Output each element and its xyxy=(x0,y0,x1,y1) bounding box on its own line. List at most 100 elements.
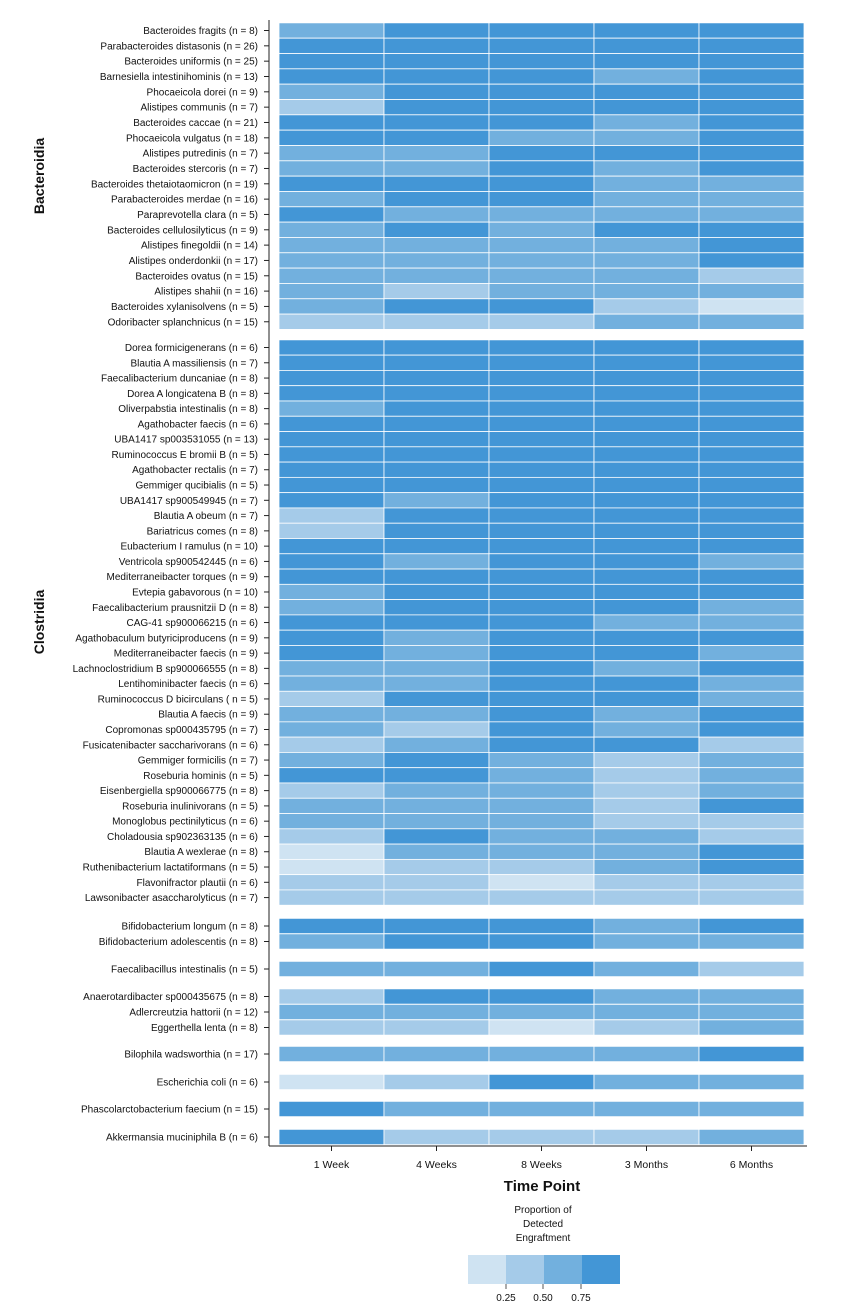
heatmap-cell xyxy=(383,599,490,616)
heatmap-cell xyxy=(488,874,595,891)
heatmap-cell xyxy=(383,476,490,494)
legend-title-line-2: Detected xyxy=(523,1219,563,1230)
heatmap-cell xyxy=(593,237,700,254)
heatmap-cell xyxy=(698,283,805,300)
heatmap-cell xyxy=(383,1019,490,1036)
heatmap-cell xyxy=(698,828,805,845)
heatmap-cell xyxy=(278,933,385,950)
heatmap-cell xyxy=(488,1100,595,1118)
heatmap-cell xyxy=(383,675,490,692)
heatmap-cell xyxy=(383,298,490,315)
heatmap-cell xyxy=(383,129,490,146)
heatmap-cell xyxy=(278,22,385,39)
heatmap-cell xyxy=(593,22,700,39)
heatmap-cell xyxy=(698,660,805,677)
heatmap-cell xyxy=(593,129,700,146)
row-label: Roseburia inulinivorans (n = 5) xyxy=(122,801,258,812)
heatmap-cell xyxy=(698,675,805,692)
heatmap-cell xyxy=(488,492,595,509)
row-label: Odoribacter splanchnicus (n = 15) xyxy=(108,317,258,328)
heatmap-cell xyxy=(488,431,595,448)
heatmap-cell xyxy=(383,706,490,723)
row-label: Faecalibacterium duncaniae (n = 8) xyxy=(101,374,258,385)
heatmap-cell xyxy=(383,988,490,1005)
heatmap-cell xyxy=(698,1100,805,1118)
heatmap-cell xyxy=(488,354,595,371)
heatmap-cell xyxy=(488,614,595,631)
row-label: Bifidobacterium adolescentis (n = 8) xyxy=(99,937,258,948)
heatmap-cell xyxy=(593,933,700,950)
heatmap-cell xyxy=(383,53,490,70)
row-label: Bacteroides stercoris (n = 7) xyxy=(133,164,258,175)
row-label: Monoglobus pectinilyticus (n = 6) xyxy=(112,817,258,828)
heatmap-cell xyxy=(698,813,805,830)
heatmap-cell xyxy=(593,283,700,300)
heatmap-cell xyxy=(698,1073,805,1091)
legend-swatches xyxy=(468,1255,620,1289)
heatmap-cell xyxy=(698,599,805,616)
heatmap-cell xyxy=(698,22,805,39)
row-label: Parabacteroides merdae (n = 16) xyxy=(111,195,258,206)
heatmap-cell xyxy=(488,988,595,1005)
heatmap-cell xyxy=(488,313,595,330)
heatmap-cell xyxy=(593,114,700,131)
row-label: Bacteroides ovatus (n = 15) xyxy=(135,271,258,282)
row-label: Mediterraneibacter faecis (n = 9) xyxy=(114,649,258,660)
heatmap-cell xyxy=(488,385,595,402)
heatmap-cell xyxy=(488,583,595,601)
heatmap-cell xyxy=(593,614,700,631)
heatmap-cell xyxy=(698,858,805,876)
heatmap-cell xyxy=(488,1045,595,1063)
heatmap-cell xyxy=(488,370,595,387)
heatmap-cell xyxy=(593,476,700,494)
row-label: Dorea formicigenerans (n = 6) xyxy=(125,343,258,354)
heatmap-cell xyxy=(698,782,805,799)
heatmap-cell xyxy=(488,68,595,85)
heatmap-cell xyxy=(698,960,805,978)
heatmap-cell xyxy=(383,889,490,906)
heatmap-cell xyxy=(278,492,385,509)
heatmap-cell xyxy=(278,415,385,432)
heatmap-cell xyxy=(278,660,385,677)
heatmap-cell xyxy=(278,889,385,906)
heatmap-cell xyxy=(383,690,490,707)
heatmap-cell xyxy=(593,175,700,192)
heatmap-cell xyxy=(593,68,700,85)
heatmap-cell xyxy=(383,645,490,662)
row-label: Barnesiella intestinihominis (n = 13) xyxy=(100,72,258,83)
group-label-bacteroidia: Bacteroidia xyxy=(31,138,47,214)
heatmap-cell xyxy=(278,675,385,692)
heatmap-cell xyxy=(488,1003,595,1021)
heatmap-cell xyxy=(698,522,805,539)
heatmap-cell xyxy=(278,370,385,387)
heatmap-cell xyxy=(383,828,490,845)
axes xyxy=(264,20,807,1151)
heatmap-cell xyxy=(488,129,595,146)
heatmap-cell xyxy=(488,843,595,860)
heatmap-cell xyxy=(698,53,805,70)
heatmap-cell xyxy=(383,767,490,784)
heatmap-cell xyxy=(698,415,805,432)
heatmap-cell xyxy=(593,874,700,891)
heatmap-cell xyxy=(488,675,595,692)
heatmap-cell xyxy=(278,476,385,494)
heatmap-cell xyxy=(698,874,805,891)
heatmap-cell xyxy=(593,828,700,845)
heatmap-cell xyxy=(593,446,700,463)
heatmap-cells xyxy=(278,22,805,1146)
heatmap-cell xyxy=(488,553,595,570)
heatmap-cell xyxy=(383,933,490,950)
row-label: UBA1417 sp003531055 (n = 13) xyxy=(114,435,258,446)
heatmap-cell xyxy=(278,629,385,646)
x-axis-title: Time Point xyxy=(504,1178,580,1195)
heatmap-cell xyxy=(278,721,385,738)
heatmap-cell xyxy=(383,339,490,356)
heatmap-cell xyxy=(278,522,385,539)
row-label: Bacteroides xylanisolvens (n = 5) xyxy=(111,302,258,313)
heatmap-cell xyxy=(383,83,490,100)
heatmap-cell xyxy=(488,191,595,208)
row-label: Faecalibacterium prausnitzii D (n = 8) xyxy=(92,603,258,614)
row-label: Blautia A massiliensis (n = 7) xyxy=(130,358,258,369)
heatmap-cell xyxy=(383,736,490,753)
heatmap-cell xyxy=(488,629,595,646)
